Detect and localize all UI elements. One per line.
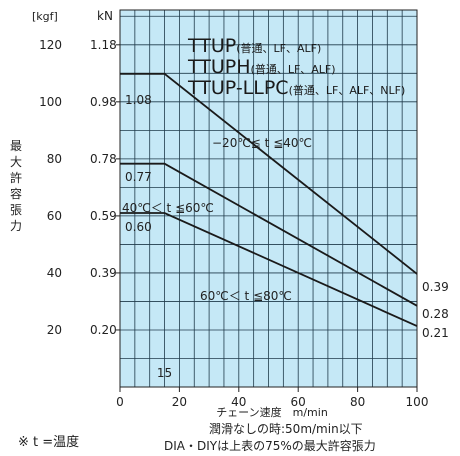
kN-tick-label: 0.39 xyxy=(90,266,117,280)
x-extra-tick-label: 15 xyxy=(157,366,172,380)
series-line xyxy=(120,72,418,275)
x-tick-label: 20 xyxy=(172,395,187,409)
x-tick-label: 60 xyxy=(291,395,306,409)
kgf-tick-label: 120 xyxy=(39,38,62,52)
kN-tick-label: 0.78 xyxy=(90,152,117,166)
chart-title-line: TTUP-LLPC(普通、LF、ALF、NLF) xyxy=(187,77,405,99)
x-tick-label: 0 xyxy=(116,395,124,409)
temperature-note: ※ t =温度 xyxy=(18,435,80,450)
series-name-label: −20℃≦ t ≦40℃ xyxy=(212,136,312,150)
y-unit-kN: kN xyxy=(97,9,113,23)
series-end-label: 0.28 xyxy=(422,307,449,321)
lubrication-note: 潤滑なしの時:50m/min以下 xyxy=(209,422,363,436)
series-start-label: 0.60 xyxy=(125,220,152,234)
y-axis-label: 最大許容張力 xyxy=(10,139,22,233)
series-name-label: 40℃＜ t ≦60℃ xyxy=(122,201,214,215)
chart-title-line: TTUP(普通、LF、ALF) xyxy=(187,35,321,57)
kN-tick-label: 0.98 xyxy=(90,95,117,109)
x-tick-label: 40 xyxy=(231,395,246,409)
series-start-label: 1.08 xyxy=(125,93,152,107)
x-axis-label: チェーン速度 m/min xyxy=(216,405,328,419)
kN-tick-label: 0.20 xyxy=(90,323,117,337)
kgf-tick-label: 20 xyxy=(47,323,62,337)
series-start-label: 0.77 xyxy=(125,170,152,184)
kgf-tick-label: 100 xyxy=(39,95,62,109)
kgf-tick-label: 60 xyxy=(47,209,62,223)
plot-border xyxy=(119,9,418,388)
series-end-label: 0.39 xyxy=(422,280,449,294)
x-tick-label: 100 xyxy=(406,395,429,409)
y-unit-kgf: [kgf] xyxy=(32,10,58,23)
series-end-label: 0.21 xyxy=(422,326,449,340)
kN-tick-label: 1.18 xyxy=(90,38,117,52)
chart-title-line: TTUPH(普通、LF、ALF) xyxy=(187,56,336,78)
x-tick-label: 80 xyxy=(350,395,365,409)
series-line xyxy=(120,212,418,327)
dia-note: DIA・DIYは上表の75%の最大許容張力 xyxy=(164,439,376,453)
series-name-label: 60℃＜ t ≦80℃ xyxy=(200,289,292,303)
kN-tick-label: 0.59 xyxy=(90,209,117,223)
kgf-tick-label: 80 xyxy=(47,152,62,166)
series-line xyxy=(120,162,418,307)
kgf-tick-label: 40 xyxy=(47,266,62,280)
